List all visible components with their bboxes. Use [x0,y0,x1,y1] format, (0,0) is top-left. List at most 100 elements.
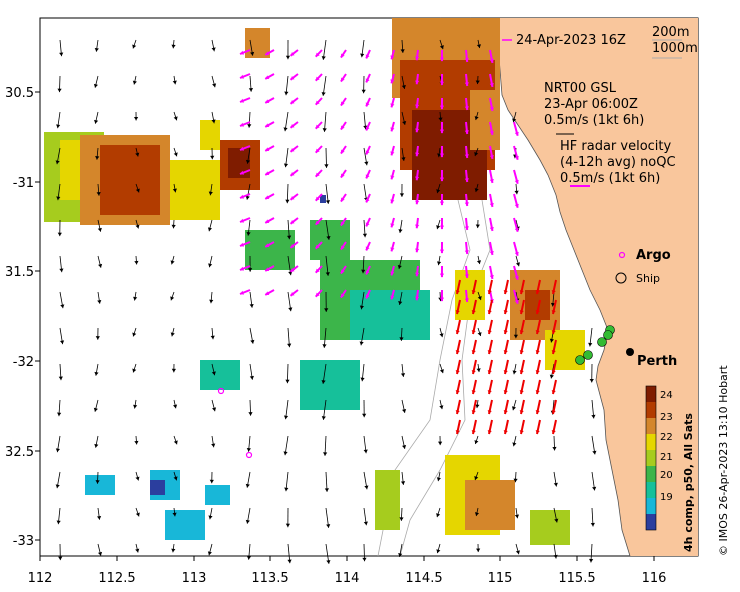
radar-red-arrow-head [487,390,492,394]
model-arrow-head [135,224,140,229]
date-label: 24-Apr-2023 16Z [516,33,626,48]
radar-arrow-head [489,227,494,231]
radar-arrow-head [340,77,345,82]
model-arrow-head [477,332,482,337]
model-arrow-head [474,188,479,193]
model-arrow-head [55,484,60,489]
argo-float-marker [245,451,253,459]
radar-arrow-head [439,177,445,182]
model-arrow-head [325,272,330,276]
model-arrow-head [474,512,480,517]
radar-arrow-head [290,171,295,176]
model-arrow-head [135,548,140,553]
model-arrow-head [515,550,520,555]
radar-arrow-head [365,294,370,299]
radar-arrow-head [265,123,270,128]
y-tick-label: -31 [13,176,34,191]
radar-arrow-head [415,248,420,253]
model-arrow-head [401,157,406,161]
model-arrow-head [439,405,444,410]
radar-arrow-head [415,104,420,109]
radar-red-arrow-head [455,390,460,394]
radar-red-arrow-head [471,330,476,334]
model-arrow-head [60,304,65,309]
contour-label-1000m: 1000m [652,41,698,56]
radar-arrow-head [464,178,469,182]
model-arrow-head [553,554,558,559]
model-arrow-head [360,53,365,58]
radar-arrow-head [240,290,245,295]
model-arrow-head [97,227,102,232]
model-arrow-head [439,333,444,338]
radar-arrow-head [340,245,345,250]
radar-arrow-head [464,250,469,254]
model-arrow-head [552,446,557,451]
radar-red-arrow-head [471,390,476,394]
radar-arrow-head [390,55,395,60]
model-arrow-head [474,152,479,157]
radar-arrow-head [464,298,469,302]
model-arrow-head [322,128,327,132]
model-arrow-head [359,305,364,310]
radar-arrow-head [489,131,494,135]
argo-legend-icon [618,251,626,259]
model-arrow-head [173,404,178,409]
model-arrow-head [249,375,254,380]
model-arrow-head [474,116,479,121]
radar-red-arrow-head [487,430,492,434]
radar-arrow-head [489,179,494,183]
model-arrow-head [402,121,407,125]
model-arrow-head [94,119,99,124]
radar-red-arrow-head [551,390,556,394]
model-arrow-head [285,199,290,204]
model-arrow-head [322,344,327,348]
model-arrow-head [210,335,215,340]
radar-arrow-head [290,147,295,152]
model-arrow-head [514,514,520,519]
model-arrow-head [362,233,368,238]
radar-arrow-head [240,266,245,271]
radar-arrow-head [340,125,345,130]
model-arrow-head [245,159,251,164]
colorbar-tick-21: 21 [660,452,673,463]
model-arrow-head [474,476,479,481]
x-tick-label: 116 [642,571,667,586]
model-arrow-head [477,296,482,301]
model-arrow-head [398,229,403,233]
argo-legend-label: Argo [636,248,671,263]
radar-arrow-head [439,297,445,302]
model-arrow-head [326,560,331,564]
model-arrow-head [402,445,407,449]
model-arrow-head [363,125,368,130]
model-label-line3: 0.5m/s (1kt 6h) [544,113,644,128]
radar-arrow-head [240,146,245,151]
model-arrow-head [285,523,290,528]
radar-arrow-head [439,105,445,110]
radar-arrow-head [415,128,420,133]
radar-arrow-head [290,123,295,128]
model-arrow-head [475,224,480,229]
model-arrow-head [324,488,329,492]
radar-arrow-head [265,267,270,272]
x-tick-label: 113.5 [251,571,288,586]
radar-arrow-head [489,275,494,279]
radar-velocity-arrows [239,49,519,305]
y-tick-label: 32.5 [5,445,34,460]
model-arrow-head [549,374,554,379]
model-arrow-head [588,342,593,347]
coastline [497,18,631,557]
model-arrow-head [283,451,288,456]
model-arrow-head [476,548,481,553]
model-arrow-head [399,193,405,197]
model-arrow-head [59,52,64,57]
radar-arrow-head [439,153,445,158]
model-arrow-head [589,558,594,563]
model-arrow-head [248,412,253,416]
radar-arrow-head [439,129,445,134]
model-arrow-head [360,377,365,382]
radar-arrow-head [265,243,270,248]
radar-arrow-head [489,251,494,255]
model-arrow-head [283,163,289,168]
radar-red-arrow-head [503,290,508,294]
model-arrow-head [325,200,331,204]
